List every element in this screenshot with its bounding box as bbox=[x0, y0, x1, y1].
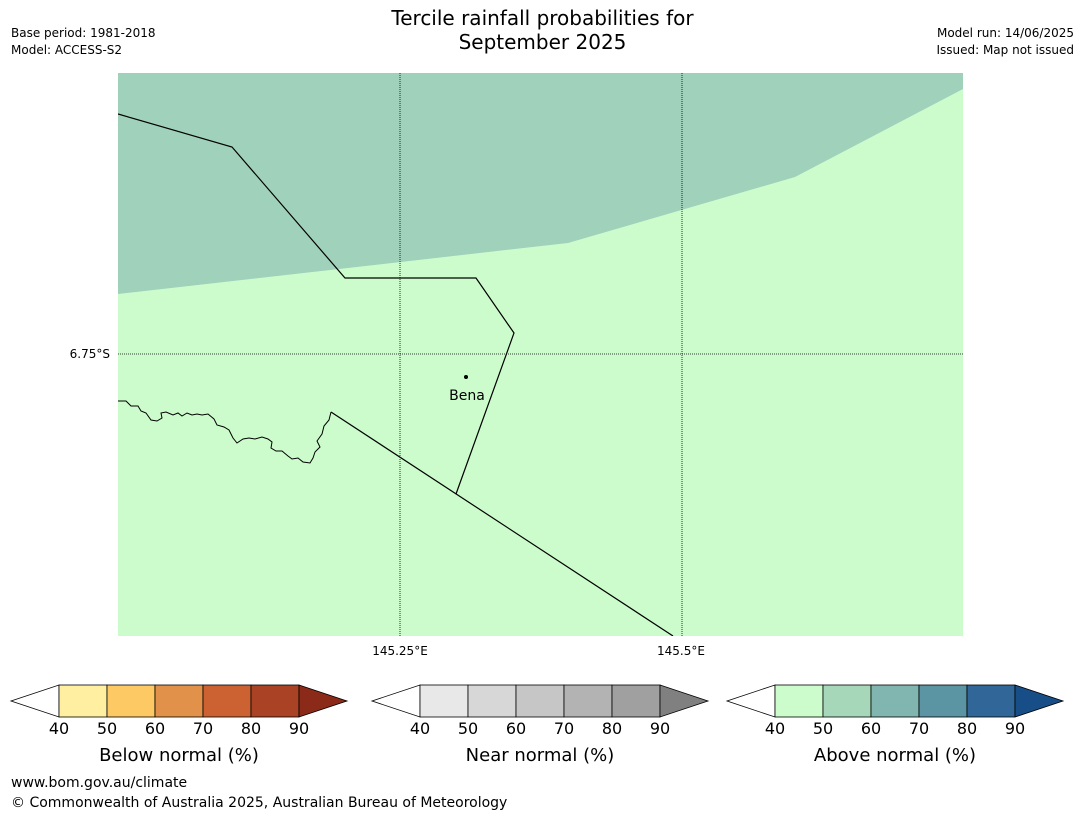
town-label: Bena bbox=[449, 388, 485, 404]
legend-tick-label: 70 bbox=[554, 719, 574, 738]
lon-label-145-25: 145.25°E bbox=[372, 644, 428, 658]
issued-status: Issued: Map not issued bbox=[936, 43, 1074, 57]
legend-low-extension bbox=[9, 684, 60, 718]
legend-tick-label: 60 bbox=[145, 719, 165, 738]
legend-swatch bbox=[870, 684, 920, 718]
province-border-south bbox=[330, 411, 674, 636]
meta-left: Base period: 1981-2018 Model: ACCESS-S2 bbox=[11, 25, 156, 59]
legend-tick-label: 80 bbox=[957, 719, 977, 738]
lat-label: 6.75°S bbox=[70, 347, 110, 361]
legend-area: 40 50 60 70 80 90 Below normal (%) 40 50 60 70 80 90… bbox=[9, 684, 1065, 766]
copyright: © Commonwealth of Australia 2025, Austra… bbox=[11, 795, 508, 811]
legend-tick-label: 50 bbox=[813, 719, 833, 738]
legend-near-normal: 40 50 60 70 80 90 Near normal (%) bbox=[370, 684, 710, 766]
legend-title: Near normal (%) bbox=[466, 745, 615, 766]
legend-tick-label: 40 bbox=[765, 719, 785, 738]
legend-swatch bbox=[58, 684, 108, 718]
lon-label-145-5: 145.5°E bbox=[657, 644, 705, 658]
legend-swatch bbox=[774, 684, 824, 718]
legend-below-normal: 40 50 60 70 80 90 Below normal (%) bbox=[9, 684, 349, 766]
legend-above-normal: 40 50 60 70 80 90 Above normal (%) bbox=[725, 684, 1065, 766]
legend-swatch bbox=[515, 684, 565, 718]
legend-tick-label: 80 bbox=[241, 719, 261, 738]
map-title: Tercile rainfall probabilities for Septe… bbox=[0, 6, 1085, 54]
legend-tick-label: 80 bbox=[602, 719, 622, 738]
legend-tick-label: 40 bbox=[49, 719, 69, 738]
legend-swatch bbox=[822, 684, 872, 718]
legend-swatch bbox=[202, 684, 252, 718]
legend-high-extension bbox=[1014, 684, 1065, 718]
legend-tick-label: 90 bbox=[650, 719, 670, 738]
title-line-2: September 2025 bbox=[458, 30, 627, 54]
legend-high-extension bbox=[659, 684, 710, 718]
legend-swatch bbox=[611, 684, 661, 718]
model-name: Model: ACCESS-S2 bbox=[11, 43, 123, 57]
legend-high-extension bbox=[298, 684, 349, 718]
meta-right: Model run: 14/06/2025 Issued: Map not is… bbox=[936, 25, 1074, 59]
base-period: Base period: 1981-2018 bbox=[11, 26, 156, 40]
legend-swatch bbox=[467, 684, 517, 718]
legend-tick-label: 70 bbox=[909, 719, 929, 738]
legend-low-extension bbox=[370, 684, 421, 718]
town-marker bbox=[464, 375, 468, 379]
title-line-1: Tercile rainfall probabilities for bbox=[391, 6, 694, 30]
legend-tick-label: 60 bbox=[861, 719, 881, 738]
model-run: Model run: 14/06/2025 bbox=[936, 26, 1074, 40]
legend-swatch bbox=[966, 684, 1016, 718]
legend-swatch bbox=[918, 684, 968, 718]
legend-tick-label: 90 bbox=[289, 719, 309, 738]
legend-swatch bbox=[154, 684, 204, 718]
map-figure: Bena 6.75°S 145.25°E 145.5°E bbox=[70, 73, 963, 658]
legend-low-extension bbox=[725, 684, 776, 718]
province-border-west bbox=[118, 113, 515, 495]
legend-tick-label: 90 bbox=[1005, 719, 1025, 738]
legend-swatch bbox=[250, 684, 300, 718]
legend-swatch bbox=[419, 684, 469, 718]
legend-tick-label: 50 bbox=[97, 719, 117, 738]
legend-tick-label: 40 bbox=[410, 719, 430, 738]
legend-title: Above normal (%) bbox=[814, 745, 976, 766]
coastline bbox=[118, 400, 332, 464]
legend-tick-label: 50 bbox=[458, 719, 478, 738]
legend-swatch bbox=[563, 684, 613, 718]
legend-tick-label: 60 bbox=[506, 719, 526, 738]
legend-title: Below normal (%) bbox=[99, 745, 259, 766]
region-above-normal-50-60 bbox=[118, 73, 963, 294]
website-url: www.bom.gov.au/climate bbox=[11, 775, 188, 791]
legend-tick-label: 70 bbox=[193, 719, 213, 738]
legend-swatch bbox=[106, 684, 156, 718]
